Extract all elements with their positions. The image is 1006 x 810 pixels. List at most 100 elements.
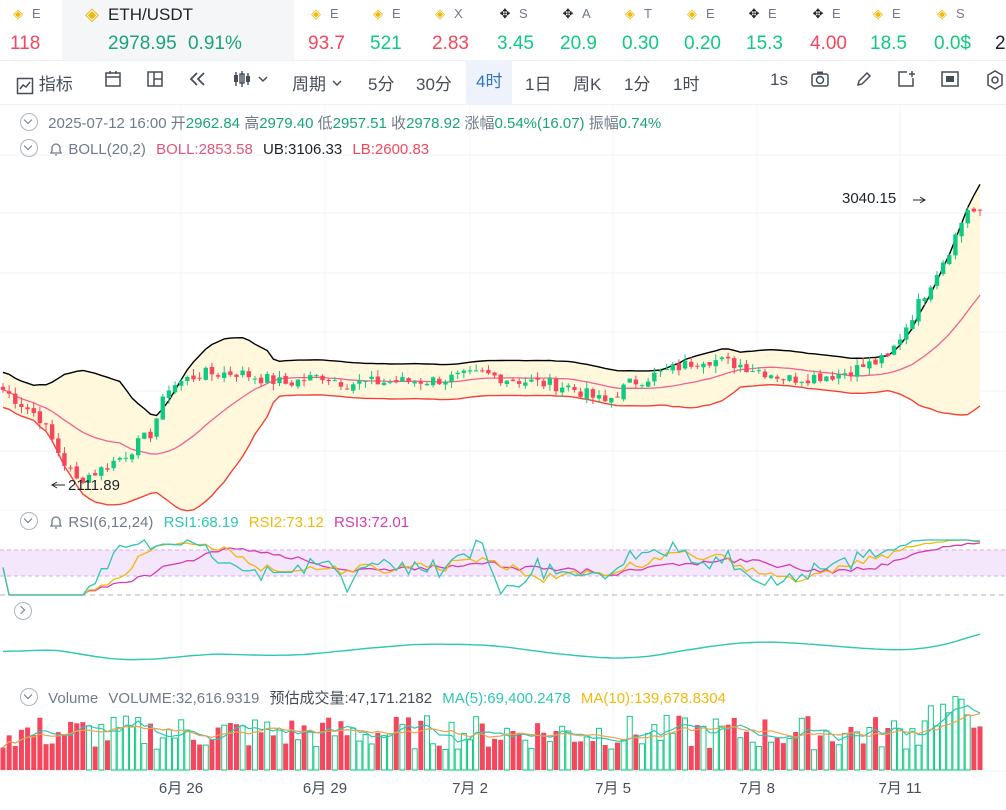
volume-bar xyxy=(86,725,93,771)
collapse-toggle-icon[interactable] xyxy=(20,139,38,157)
collapse-toggle-icon[interactable] xyxy=(20,512,38,530)
boll-band-area xyxy=(3,184,980,511)
volume-bar xyxy=(326,717,332,770)
close-value: 2978.92 xyxy=(406,115,461,132)
candle-body xyxy=(848,372,854,377)
screenshot-button[interactable] xyxy=(810,70,830,93)
indicator-pane-2 xyxy=(2,633,981,661)
candle-body xyxy=(867,361,872,369)
volume-bar xyxy=(393,716,399,770)
volume-bar xyxy=(74,723,80,770)
candle-body xyxy=(879,355,884,364)
candle-body xyxy=(842,373,848,375)
volume-bar xyxy=(657,739,664,771)
candle-body xyxy=(80,477,86,483)
x-axis-label: 7月 2 xyxy=(452,780,488,797)
ticker-price: 118 xyxy=(10,33,41,54)
candle-body xyxy=(43,423,49,425)
volume-bar xyxy=(31,734,37,770)
volume-bar xyxy=(971,727,977,770)
candle-body xyxy=(252,378,258,380)
candle-body xyxy=(86,474,92,483)
period-dropdown[interactable]: 周期 xyxy=(292,70,343,95)
settings-button[interactable] xyxy=(985,70,1005,95)
volume-bar xyxy=(915,744,922,771)
rsi-band xyxy=(0,550,1006,576)
fullscreen-button[interactable] xyxy=(940,70,960,93)
interval-5m[interactable]: 5分 xyxy=(368,75,395,94)
volume-bar xyxy=(294,739,301,771)
layout-button[interactable] xyxy=(146,70,164,93)
candle-body xyxy=(590,389,596,398)
rsi-label: RSI(6,12,24) xyxy=(68,514,154,531)
candle-body xyxy=(301,380,307,382)
volume-bar xyxy=(718,725,725,771)
ticker-price: 0.30 xyxy=(622,33,659,54)
volume-bar xyxy=(0,747,6,770)
collapse-toggle-icon[interactable] xyxy=(20,688,38,706)
ticker-price: 2978.95 xyxy=(108,33,177,54)
expand-toggle-icon[interactable] xyxy=(14,602,32,620)
draw-button[interactable] xyxy=(855,70,873,93)
candle-body xyxy=(185,376,190,382)
add-indicator-button[interactable] xyxy=(897,70,917,93)
ma5-value: MA(5):69,400.2478 xyxy=(442,690,571,707)
bnb-icon: ◈ xyxy=(873,6,883,21)
candle-body xyxy=(338,382,344,387)
rewind-button[interactable] xyxy=(188,70,208,93)
calendar-button[interactable] xyxy=(104,70,122,93)
volume-bar xyxy=(528,747,535,771)
volume-bar xyxy=(479,723,485,770)
volume-bar xyxy=(744,731,750,770)
candle-body xyxy=(363,380,368,382)
speed-button[interactable]: 1s xyxy=(770,70,788,89)
rsi2-value: RSI2:73.12 xyxy=(248,514,324,531)
boll-lower-line xyxy=(2,383,981,512)
collapse-toggle-icon[interactable] xyxy=(20,113,38,131)
candle-body xyxy=(154,418,159,437)
volume-bar xyxy=(116,727,123,771)
candle-body xyxy=(670,364,675,371)
volume-bar xyxy=(553,730,559,770)
volume-bar xyxy=(43,744,49,770)
volume-bar xyxy=(639,743,646,771)
interval-1w[interactable]: 周K xyxy=(573,75,602,94)
candle-body xyxy=(553,378,559,392)
candle-body xyxy=(516,381,522,384)
bell-icon[interactable] xyxy=(48,141,64,157)
interval-1h[interactable]: 1时 xyxy=(673,75,700,94)
candle-body xyxy=(172,385,178,393)
volume-bar xyxy=(498,739,504,770)
bnb-icon: ◈ xyxy=(13,6,23,21)
candle-body xyxy=(240,370,245,376)
interval-1d[interactable]: 1日 xyxy=(525,75,552,94)
chart-type-button[interactable] xyxy=(232,70,269,93)
ticker-value: 15.3 xyxy=(746,33,783,55)
volume-bar xyxy=(362,733,369,771)
candle-body xyxy=(467,370,473,372)
volume-bar xyxy=(958,698,965,771)
candle-body xyxy=(861,364,866,367)
okx-icon: ✥ xyxy=(812,6,824,21)
interval-4h[interactable]: 4时 xyxy=(466,60,513,104)
volume-bar xyxy=(546,741,553,771)
interval-1m[interactable]: 1分 xyxy=(624,75,651,94)
calendar-icon xyxy=(105,71,121,87)
volume-bar xyxy=(233,724,239,770)
candle-body xyxy=(473,370,479,372)
volume-bar xyxy=(860,743,866,770)
volume-bar xyxy=(313,746,320,771)
candle-body xyxy=(394,380,399,383)
indicator-button[interactable]: 指标 xyxy=(16,70,73,95)
x-axis-label: 7月 8 xyxy=(739,780,775,797)
ticker-value: 3.45 xyxy=(497,33,534,55)
interval-30m[interactable]: 30分 xyxy=(416,75,452,94)
high-label: 高 xyxy=(244,115,260,132)
candle-body xyxy=(959,222,964,237)
low-annotation: 2111.89 xyxy=(68,477,120,494)
volume-bar xyxy=(442,748,449,771)
volume-bar xyxy=(399,723,406,771)
volume-bar xyxy=(6,735,12,770)
bell-icon[interactable] xyxy=(48,514,64,530)
